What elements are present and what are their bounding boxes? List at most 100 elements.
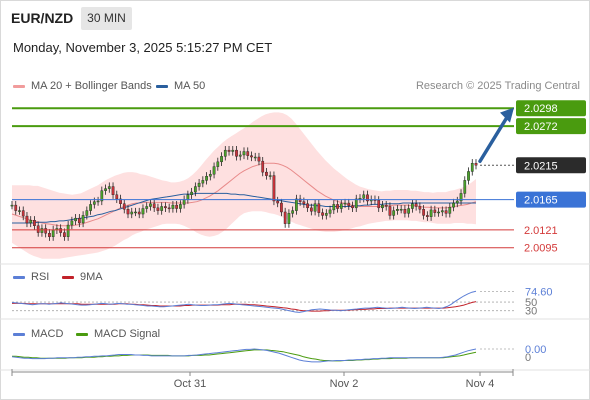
legend-ma50-label: MA 50 xyxy=(174,80,206,92)
candle-body xyxy=(36,225,40,233)
legend-9ma: 9MA xyxy=(62,271,103,283)
candle-body xyxy=(418,206,422,210)
candle-58 xyxy=(227,146,231,156)
candle-body xyxy=(444,210,448,214)
candle-35 xyxy=(141,204,145,219)
candle-36 xyxy=(145,202,149,213)
candle-body xyxy=(298,198,302,202)
candle-body xyxy=(321,212,324,216)
candle-body xyxy=(156,207,160,211)
candle-body xyxy=(392,210,396,216)
candle-body xyxy=(358,198,362,200)
candle-105 xyxy=(403,205,407,218)
candle-body xyxy=(474,162,478,166)
candle-91 xyxy=(351,201,354,212)
candle-8 xyxy=(40,224,44,237)
candle-80 xyxy=(309,203,313,216)
rsi-ma-swatch xyxy=(62,275,74,279)
rsi-level-label-50: 50 xyxy=(525,297,537,309)
candle-body xyxy=(212,166,216,175)
candle-64 xyxy=(250,151,253,162)
candle-body xyxy=(261,160,265,173)
candle-body xyxy=(175,204,179,209)
candle-41 xyxy=(164,202,167,212)
ma50-swatch xyxy=(156,84,168,88)
candle-body xyxy=(167,207,171,210)
candle-94 xyxy=(362,190,366,203)
candle-39 xyxy=(156,203,160,215)
candle-body xyxy=(92,201,96,205)
macd-line xyxy=(11,348,477,363)
level-label-2.0298: 2.0298 xyxy=(524,103,558,115)
candle-body xyxy=(59,228,63,233)
candle-body xyxy=(242,151,246,156)
candle-106 xyxy=(407,204,411,218)
candle-124 xyxy=(474,159,478,170)
candle-116 xyxy=(444,206,448,218)
candle-body xyxy=(433,209,437,213)
candle-body xyxy=(81,215,85,224)
candle-body xyxy=(343,202,347,205)
candle-74 xyxy=(287,209,291,228)
candle-body xyxy=(347,202,351,206)
candle-body xyxy=(149,203,152,207)
legend-ma20-label: MA 20 + Bollinger Bands xyxy=(31,80,152,92)
candle-107 xyxy=(411,199,414,213)
candle-body xyxy=(104,188,107,191)
candle-31 xyxy=(126,205,130,219)
candle-27 xyxy=(111,182,115,199)
candle-body xyxy=(455,200,459,204)
candle-body xyxy=(302,201,306,204)
candle-113 xyxy=(433,205,437,217)
candle-99 xyxy=(381,200,384,212)
candle-body xyxy=(265,171,268,176)
candle-body xyxy=(425,215,429,217)
candle-85 xyxy=(328,205,332,218)
candle-49 xyxy=(193,182,197,197)
candle-37 xyxy=(149,199,152,211)
candle-43 xyxy=(171,200,175,213)
candle-10 xyxy=(48,229,51,241)
candle-82 xyxy=(317,199,321,217)
candle-29 xyxy=(119,194,122,208)
legend-rsi: RSI xyxy=(13,271,49,283)
candle-6 xyxy=(33,216,36,230)
candle-body xyxy=(280,202,283,213)
candle-body xyxy=(396,209,399,211)
timeframe-button[interactable]: 30 MIN xyxy=(81,7,132,30)
candle-body xyxy=(366,194,369,202)
candle-body xyxy=(377,200,381,209)
candle-body xyxy=(235,149,238,157)
candle-body xyxy=(287,213,291,224)
candle-62 xyxy=(242,147,246,160)
candle-111 xyxy=(425,211,429,221)
level-label-2.0215: 2.0215 xyxy=(524,160,558,172)
candle-115 xyxy=(440,206,444,217)
candle-92 xyxy=(354,194,358,212)
candle-51 xyxy=(201,176,205,188)
candle-body xyxy=(388,206,392,216)
candle-body xyxy=(122,203,126,210)
candle-body xyxy=(295,198,298,211)
level-box-2.0272 xyxy=(516,118,586,135)
legend-macd-signal: MACD Signal xyxy=(76,328,160,340)
level-box-2.0298 xyxy=(516,100,586,117)
candle-73 xyxy=(283,207,287,228)
candle-body xyxy=(100,190,104,202)
candle-20 xyxy=(85,206,89,220)
ma20-line xyxy=(11,162,477,227)
candle-body xyxy=(137,211,141,215)
candle-33 xyxy=(134,207,137,217)
candle-42 xyxy=(167,203,171,213)
candle-14 xyxy=(63,228,66,241)
level-box-2.0215 xyxy=(516,157,586,174)
candle-87 xyxy=(336,200,339,213)
candle-76 xyxy=(295,194,298,215)
candle-26 xyxy=(107,182,111,193)
candle-body xyxy=(77,217,81,224)
candle-body xyxy=(250,155,253,158)
candle-body xyxy=(339,203,343,209)
candle-83 xyxy=(321,208,324,220)
x-tick-label-2: Nov 4 xyxy=(466,378,495,390)
candle-body xyxy=(467,171,470,181)
